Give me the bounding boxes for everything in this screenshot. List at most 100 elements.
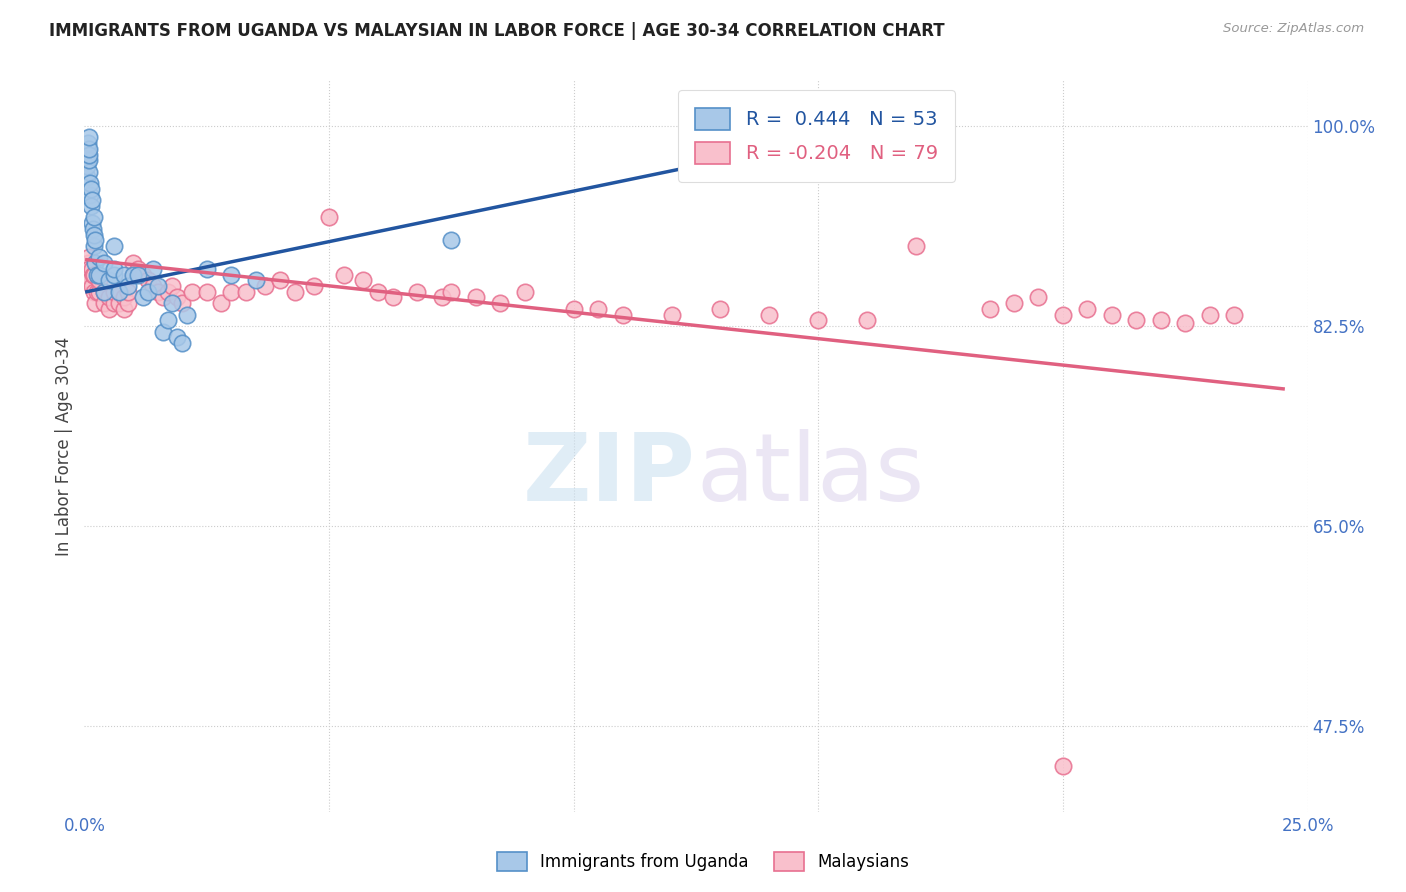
Point xyxy=(103,285,125,299)
Point xyxy=(103,261,125,276)
Text: atlas: atlas xyxy=(696,429,924,521)
Point xyxy=(97,290,120,304)
Point xyxy=(979,301,1001,316)
Point xyxy=(284,285,307,299)
Point xyxy=(136,273,159,287)
Point xyxy=(905,153,928,168)
Point xyxy=(172,296,194,310)
Point xyxy=(117,279,139,293)
Point xyxy=(709,301,731,316)
Point xyxy=(162,279,184,293)
Point xyxy=(117,285,139,299)
Point xyxy=(76,142,98,156)
Point xyxy=(195,261,218,276)
Point xyxy=(76,170,98,185)
Point xyxy=(142,279,165,293)
Point xyxy=(112,301,135,316)
Point xyxy=(84,256,107,270)
Point xyxy=(107,285,129,299)
Point xyxy=(146,285,169,299)
Point xyxy=(93,256,115,270)
Point xyxy=(93,285,115,299)
Point xyxy=(77,256,100,270)
Point xyxy=(84,233,107,247)
Point xyxy=(93,285,115,299)
Point xyxy=(77,130,100,145)
Point xyxy=(1223,308,1246,322)
Point xyxy=(1028,290,1050,304)
Point xyxy=(1174,316,1197,330)
Point xyxy=(86,285,108,299)
Point xyxy=(176,308,198,322)
Point xyxy=(79,187,101,202)
Point xyxy=(758,308,780,322)
Point xyxy=(166,330,188,344)
Point xyxy=(235,285,257,299)
Point xyxy=(332,268,354,282)
Point xyxy=(107,285,129,299)
Point xyxy=(181,285,204,299)
Point xyxy=(905,239,928,253)
Point xyxy=(77,147,100,161)
Point xyxy=(562,301,585,316)
Point xyxy=(440,285,463,299)
Point xyxy=(156,285,179,299)
Point xyxy=(254,279,277,293)
Point xyxy=(87,285,110,299)
Point xyxy=(87,273,110,287)
Point xyxy=(406,285,429,299)
Legend: Immigrants from Uganda, Malaysians: Immigrants from Uganda, Malaysians xyxy=(489,843,917,880)
Point xyxy=(856,313,879,327)
Point xyxy=(76,159,98,173)
Point xyxy=(318,211,340,225)
Point xyxy=(430,290,453,304)
Point xyxy=(352,273,374,287)
Text: IMMIGRANTS FROM UGANDA VS MALAYSIAN IN LABOR FORCE | AGE 30-34 CORRELATION CHART: IMMIGRANTS FROM UGANDA VS MALAYSIAN IN L… xyxy=(49,22,945,40)
Point xyxy=(76,268,98,282)
Point xyxy=(489,296,512,310)
Point xyxy=(79,176,101,190)
Point xyxy=(86,268,108,282)
Point xyxy=(97,301,120,316)
Point xyxy=(209,296,232,310)
Point xyxy=(661,308,683,322)
Point xyxy=(77,136,100,150)
Point xyxy=(1052,759,1074,773)
Point xyxy=(1101,308,1123,322)
Text: ZIP: ZIP xyxy=(523,429,696,521)
Point xyxy=(80,279,103,293)
Point xyxy=(76,147,98,161)
Point xyxy=(269,273,291,287)
Point xyxy=(77,142,100,156)
Point xyxy=(152,290,174,304)
Point xyxy=(122,268,145,282)
Point xyxy=(195,285,218,299)
Point xyxy=(97,273,120,287)
Point xyxy=(80,199,103,213)
Point xyxy=(709,165,731,179)
Point xyxy=(93,296,115,310)
Point xyxy=(162,296,184,310)
Point xyxy=(76,153,98,168)
Point xyxy=(219,285,242,299)
Point xyxy=(82,222,104,236)
Point xyxy=(87,251,110,265)
Point xyxy=(132,268,155,282)
Point xyxy=(83,211,105,225)
Point xyxy=(152,325,174,339)
Point xyxy=(79,273,101,287)
Point xyxy=(82,194,104,208)
Point xyxy=(156,313,179,327)
Legend: R =  0.444   N = 53, R = -0.204   N = 79: R = 0.444 N = 53, R = -0.204 N = 79 xyxy=(678,90,955,182)
Point xyxy=(77,153,100,168)
Y-axis label: In Labor Force | Age 30-34: In Labor Force | Age 30-34 xyxy=(55,336,73,556)
Point xyxy=(612,308,634,322)
Point xyxy=(381,290,404,304)
Point xyxy=(77,261,100,276)
Point xyxy=(1076,301,1098,316)
Point xyxy=(440,233,463,247)
Point xyxy=(1198,308,1220,322)
Point xyxy=(103,296,125,310)
Point xyxy=(83,239,105,253)
Point xyxy=(1002,296,1025,310)
